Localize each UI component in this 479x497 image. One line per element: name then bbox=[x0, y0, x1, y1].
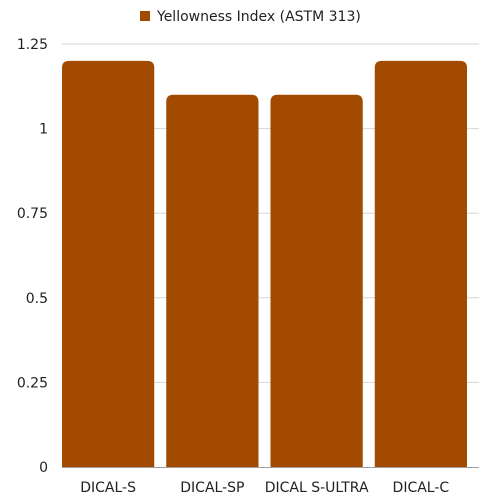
y-tick-label: 0 bbox=[39, 460, 48, 476]
bar bbox=[270, 94, 363, 467]
x-tick-label: DICAL-C bbox=[393, 480, 450, 496]
y-tick-label: 0.5 bbox=[26, 291, 48, 307]
y-tick-label: 0.25 bbox=[17, 375, 48, 391]
legend-swatch bbox=[140, 11, 150, 21]
legend: Yellowness Index (ASTM 313) bbox=[140, 9, 361, 25]
x-tick-label: DICAL-S bbox=[80, 480, 136, 496]
bars bbox=[62, 60, 467, 468]
y-tick-label: 0.75 bbox=[17, 206, 48, 222]
legend-label: Yellowness Index (ASTM 313) bbox=[156, 9, 361, 25]
y-tick-label: 1.25 bbox=[17, 37, 48, 53]
bar bbox=[166, 94, 259, 467]
bar bbox=[374, 60, 467, 468]
bar bbox=[62, 60, 155, 468]
y-tick-label: 1 bbox=[39, 122, 48, 138]
y-axis: 0 0.25 0.5 0.75 1 1.25 bbox=[17, 37, 48, 476]
x-tick-label: DICAL-SP bbox=[180, 480, 244, 496]
x-tick-label: DICAL S-ULTRA bbox=[265, 480, 369, 496]
x-axis: DICAL-S DICAL-SP DICAL S-ULTRA DICAL-C bbox=[62, 467, 479, 496]
